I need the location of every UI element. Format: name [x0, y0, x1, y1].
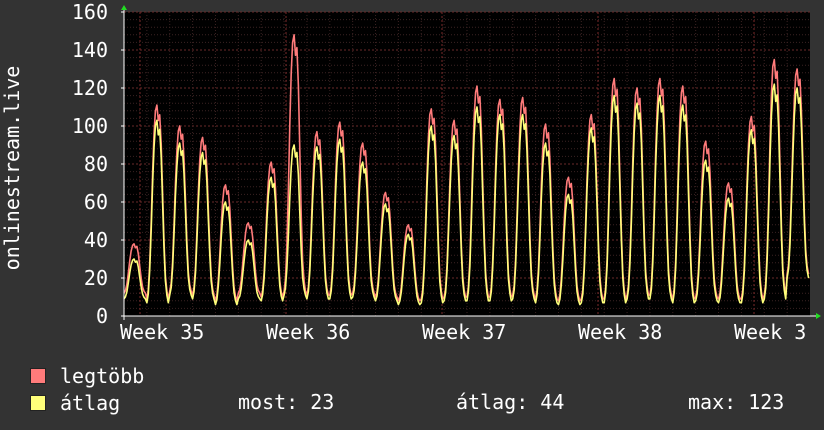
- series-line-1: [123, 83, 810, 306]
- grid: [124, 11, 810, 317]
- y-tick-label: 140: [72, 38, 108, 62]
- x-tick-label: Week 36: [266, 320, 350, 344]
- x-tick-label: Week 38: [578, 320, 662, 344]
- y-tick-label: 20: [84, 266, 108, 290]
- stat-atlag: átlag: 44: [456, 390, 565, 414]
- y-tick-label: 100: [72, 114, 108, 138]
- x-tick-label: Week 35: [120, 320, 204, 344]
- legend-item-max: legtöbb: [30, 364, 144, 388]
- y-tick-label: 120: [72, 76, 108, 100]
- legend-swatch-max: [30, 368, 46, 384]
- y-tick-label: 0: [96, 304, 108, 328]
- x-tick-labels: Week 35 Week 36 Week 37 Week 38 Week 3: [120, 320, 806, 344]
- y-tick-label: 40: [84, 228, 108, 252]
- stat-most: most: 23: [238, 390, 335, 414]
- y-tick-label: 160: [72, 0, 108, 24]
- series-line-0: [123, 33, 810, 302]
- legend-label-avg: átlag: [60, 391, 121, 415]
- plot-area: [124, 12, 810, 316]
- stat-max: max: 123: [688, 390, 785, 414]
- y-tick-labels: 0 20 40 60 80 100 120 140 160: [72, 0, 124, 328]
- axes: [121, 5, 821, 320]
- legend-swatch-avg: [30, 395, 46, 411]
- y-tick-label: 80: [84, 152, 108, 176]
- y-axis-label-wrap: onlinestream.live: [0, 20, 24, 316]
- x-tick-label: Week 37: [422, 320, 506, 344]
- legend-label-max: legtöbb: [60, 364, 145, 388]
- legend-item-avg: átlag: [30, 391, 120, 415]
- y-axis-label: onlinestream.live: [0, 65, 24, 271]
- x-axis-arrow: [816, 313, 821, 319]
- y-axis-arrow: [121, 5, 127, 10]
- x-tick-label: Week 3: [734, 320, 806, 344]
- y-tick-label: 60: [84, 190, 108, 214]
- series-lines: [123, 33, 810, 306]
